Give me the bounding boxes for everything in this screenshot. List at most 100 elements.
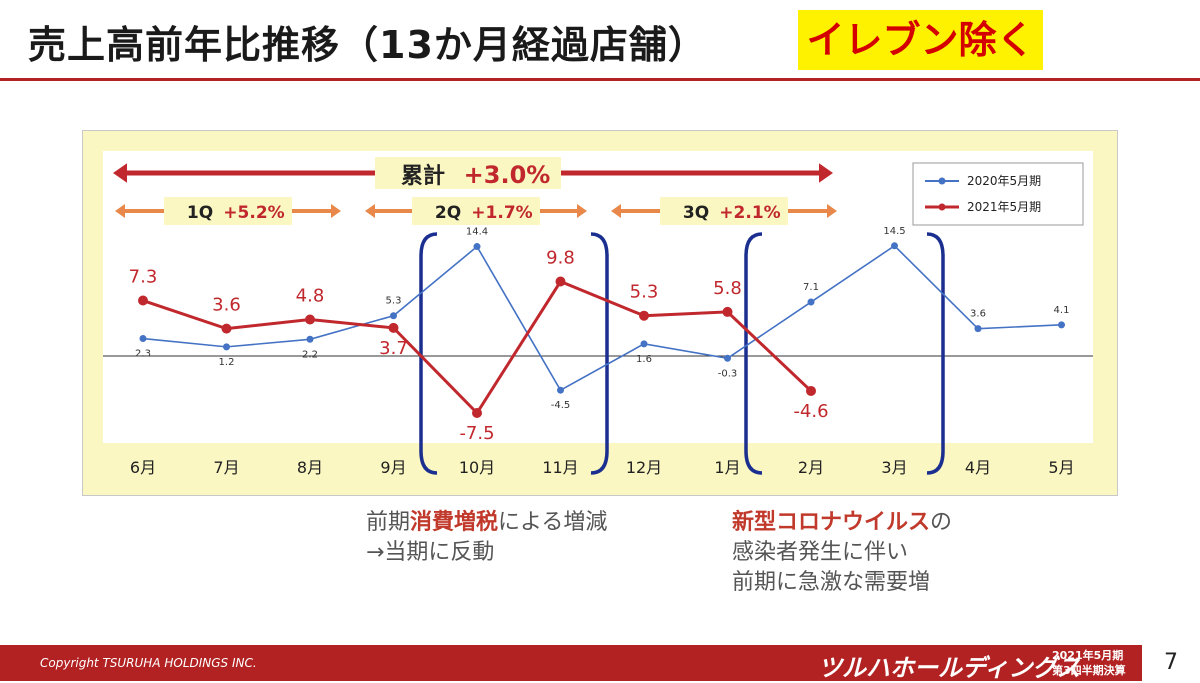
data-label: -0.3	[718, 368, 738, 379]
data-label: 2.3	[135, 349, 151, 360]
data-label: 7.1	[803, 282, 819, 293]
quarter-arrow-head-right	[577, 204, 587, 218]
quarter-arrow-head-left	[115, 204, 125, 218]
quarter-label-bg	[660, 197, 788, 225]
data-label: 5.3	[630, 282, 659, 303]
note-tax-prefix: 前期	[366, 510, 411, 535]
data-point	[472, 408, 482, 418]
quarter-arrow-head-left	[611, 204, 621, 218]
data-point	[557, 386, 564, 394]
quarter-label: 1Q	[187, 203, 213, 223]
brand-logo: ツルハホールディングス	[818, 654, 1081, 682]
data-point	[1058, 321, 1065, 329]
x-tick-label: 3月	[881, 458, 907, 477]
quarter-value: +2.1%	[719, 203, 780, 223]
x-tick-label: 4月	[965, 458, 991, 477]
data-label: 14.5	[883, 226, 905, 237]
bracket-covid-tax-right	[590, 232, 609, 475]
x-tick-label: 1月	[714, 458, 740, 477]
data-label: -7.5	[459, 423, 494, 444]
note-tax-line2: →当期に反動	[366, 540, 495, 565]
data-point	[223, 343, 230, 351]
data-label: 2.2	[302, 349, 318, 360]
x-tick-label: 8月	[297, 458, 323, 477]
x-tick-label: 2月	[798, 458, 824, 477]
quarter-arrow-head-right	[331, 204, 341, 218]
legend-marker	[938, 203, 946, 211]
data-point	[974, 325, 982, 333]
data-label: -4.6	[793, 401, 828, 422]
cumulative-label: 累計	[401, 163, 445, 189]
data-label: 14.4	[466, 227, 488, 238]
note-tax: 前期消費増税による増減 →当期に反動	[366, 508, 607, 568]
data-label: 1.2	[219, 357, 235, 368]
x-tick-label: 12月	[626, 458, 662, 477]
cumulative-arrow-head-right	[819, 163, 833, 183]
bracket-covid-right	[926, 232, 945, 475]
quarter-label: 3Q	[683, 203, 709, 223]
data-point	[724, 354, 731, 362]
data-point	[891, 242, 898, 250]
quarter-label-bg	[164, 197, 292, 225]
series-line	[142, 244, 1062, 392]
note-covid-suffix: の	[930, 510, 953, 535]
quarter-value: +1.7%	[471, 203, 532, 223]
quarter-label: 2Q	[435, 203, 461, 223]
note-covid: 新型コロナウイルスの 感染者発生に伴い 前期に急激な需要増	[732, 508, 952, 598]
x-tick-label: 6月	[130, 458, 156, 477]
x-tick-label: 9月	[380, 458, 406, 477]
data-label: 5.8	[713, 278, 742, 299]
note-tax-suffix: による増減	[498, 510, 608, 535]
data-point	[138, 295, 148, 306]
data-point	[722, 306, 733, 317]
data-label: 3.6	[212, 295, 241, 316]
data-point	[305, 314, 315, 325]
data-label: 5.3	[386, 296, 402, 307]
x-tick-label: 10月	[459, 458, 495, 477]
data-label: 3.6	[970, 309, 986, 320]
line-chart: 6月 7月 8月 9月 10月 11月 12月 1月 2月 3月 4月 5月 2.3 1.2 2.2 5.3 1…	[103, 151, 1093, 477]
page-number: 7	[1142, 645, 1200, 681]
note-covid-line2: 感染者発生に伴い	[732, 540, 909, 565]
chart-frame: 6月 7月 8月 9月 10月 11月 12月 1月 2月 3月 4月 5月 2.3 1.2 2.2 5.3 1…	[82, 130, 1118, 496]
note-covid-red: 新型コロナウイルス	[732, 510, 931, 535]
legend-box	[912, 162, 1084, 226]
legend-label: 2021年5月期	[967, 200, 1041, 214]
note-tax-red: 消費増税	[410, 510, 499, 535]
data-point	[640, 340, 648, 348]
title-divider	[0, 78, 1200, 81]
cumulative-arrow-head-left	[113, 163, 127, 183]
copyright-text: Copyright TSURUHA HOLDINGS INC.	[40, 656, 257, 670]
legend-marker	[938, 177, 946, 185]
cumulative-label-bg	[375, 157, 561, 189]
fiscal-line1: 2021年5月期	[1052, 649, 1124, 662]
x-tick-label: 11月	[542, 458, 578, 477]
x-tick-label: 7月	[213, 458, 239, 477]
data-label: 4.8	[296, 286, 325, 307]
data-point	[221, 323, 232, 334]
fiscal-line2: 第3四半期決算	[1052, 664, 1126, 677]
data-point	[806, 385, 816, 396]
data-label: 1.6	[636, 354, 652, 365]
data-point	[306, 335, 314, 343]
fiscal-period: 2021年5月期 第3四半期決算	[1052, 648, 1126, 678]
legend-label: 2020年5月期	[967, 174, 1041, 188]
x-tick-label: 5月	[1048, 458, 1074, 477]
data-point	[807, 298, 815, 306]
highlight-badge: イレブン除く	[798, 10, 1043, 70]
data-point	[473, 243, 481, 251]
data-label: 9.8	[546, 248, 575, 269]
data-point	[390, 312, 397, 320]
bracket-covid-left	[744, 232, 763, 475]
quarter-arrow-head-right	[827, 204, 837, 218]
data-label: -4.5	[551, 400, 571, 411]
data-point	[639, 310, 649, 321]
quarter-arrow-head-left	[365, 204, 375, 218]
cumulative-value: +3.0%	[464, 161, 551, 189]
data-point	[139, 335, 147, 343]
page-title: 売上高前年比推移（13か月経過店舗）	[28, 23, 707, 67]
data-label: 3.7	[379, 338, 408, 359]
bracket-covid-tax-left	[419, 232, 438, 475]
data-label: 7.3	[129, 267, 158, 288]
data-point	[555, 276, 566, 287]
